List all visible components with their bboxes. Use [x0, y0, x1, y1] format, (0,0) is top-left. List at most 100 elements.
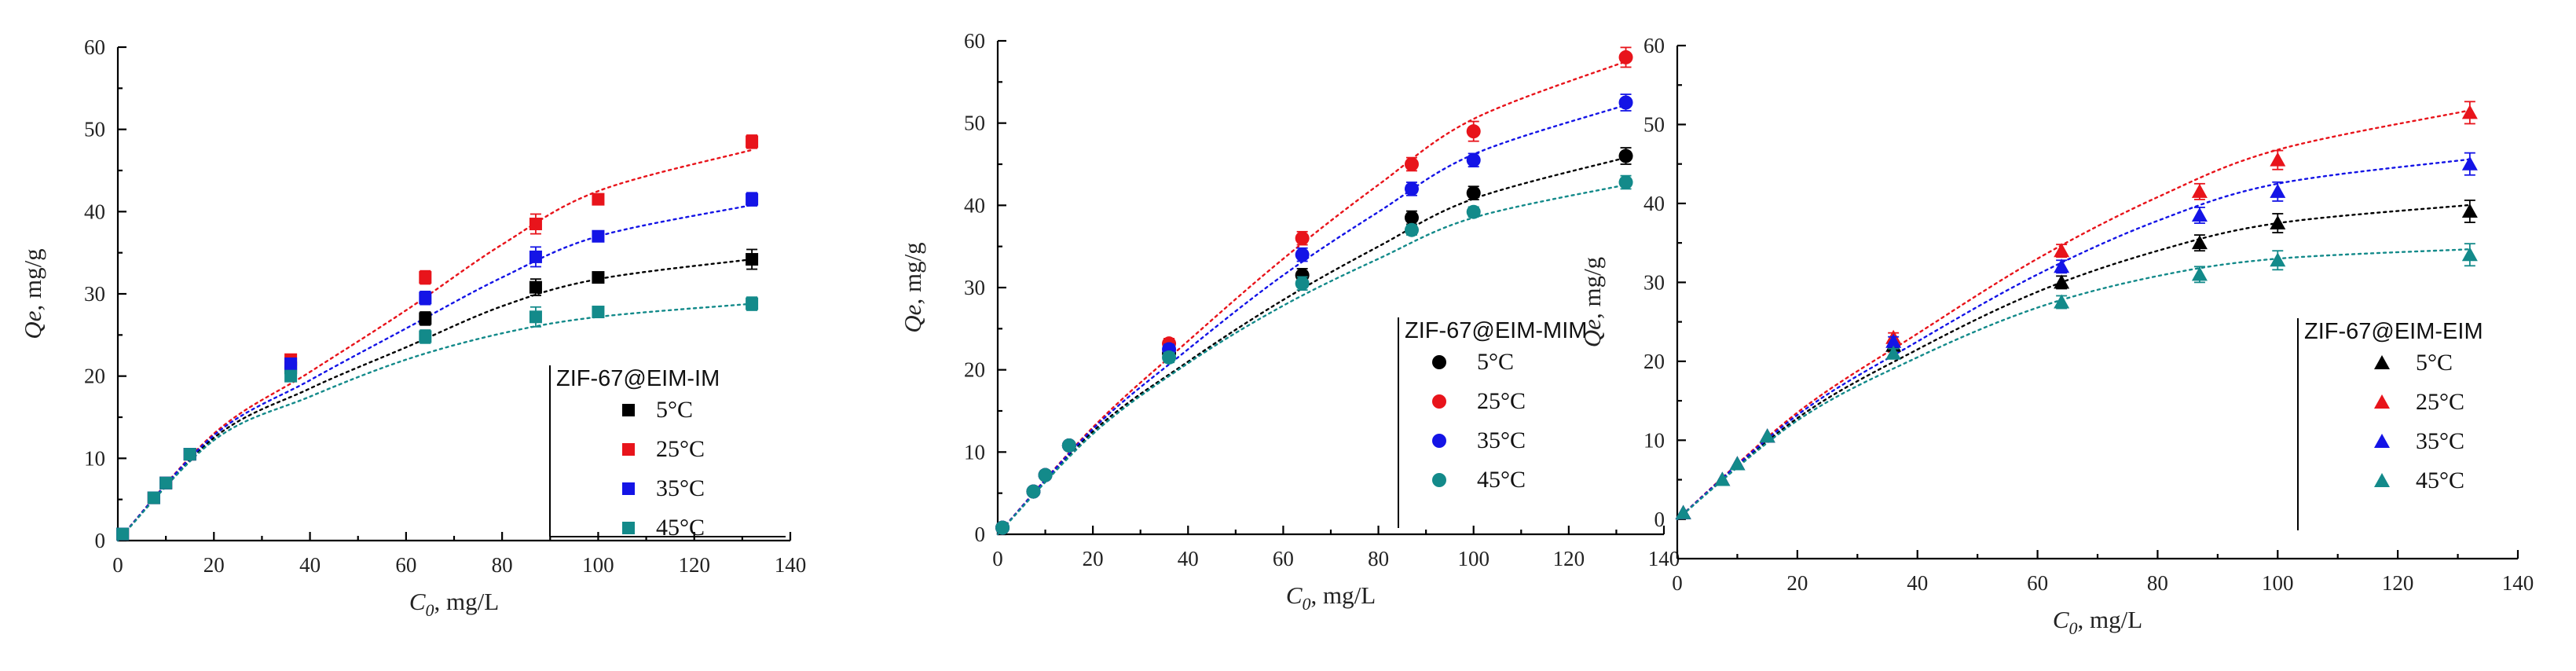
x-tick-label: 60 [2027, 571, 2048, 595]
data-point [284, 357, 298, 370]
fit-curve-4 [996, 184, 1627, 536]
x-axis-title-symbol: C [2053, 606, 2069, 633]
data-point [419, 312, 432, 325]
fit-curve-2 [996, 60, 1627, 536]
y-tick-label: 60 [1643, 34, 1665, 57]
y-axis-title-symbol: Qe [1578, 319, 1606, 347]
data-point [2270, 183, 2286, 198]
data-point [159, 476, 173, 490]
x-tick-label: 140 [775, 553, 807, 577]
data-point [2054, 243, 2070, 258]
legend-label: 25°C [656, 436, 705, 462]
x-axis-title: C0, mg/L [1286, 581, 1376, 614]
data-point [183, 448, 196, 461]
y-axis-title-symbol: Qe [899, 304, 926, 332]
series-3 [995, 94, 1633, 535]
series-4 [995, 174, 1633, 535]
x-tick-label: 60 [395, 553, 416, 577]
data-point [2054, 274, 2070, 289]
y-tick-label: 20 [1643, 350, 1665, 373]
x-tick-label: 100 [582, 553, 614, 577]
legend-marker [2374, 394, 2390, 409]
fit-curve-1 [996, 156, 1627, 536]
y-tick-label: 30 [84, 282, 105, 306]
legend-label: 25°C [2416, 389, 2464, 415]
y-tick-label: 40 [964, 193, 985, 217]
data-point [1404, 222, 1419, 237]
data-point [592, 192, 605, 206]
legend-marker [1432, 394, 1446, 409]
data-point [1466, 204, 1481, 219]
y-tick-label: 10 [1643, 428, 1665, 452]
x-tick-label: 120 [1553, 547, 1585, 570]
fit-curve-4 [1676, 248, 2472, 520]
fit-curve-2 [116, 148, 753, 542]
data-point [1618, 175, 1633, 190]
legend-marker [2374, 434, 2390, 448]
legend-marker [2374, 473, 2390, 487]
data-point [529, 250, 542, 263]
data-point [1038, 468, 1053, 482]
x-tick-label: 100 [2262, 571, 2294, 595]
x-tick-label: 0 [992, 547, 1003, 570]
data-point [116, 527, 130, 541]
data-point [1404, 182, 1419, 196]
y-tick-label: 50 [964, 112, 985, 135]
data-point [995, 520, 1010, 535]
y-tick-label: 50 [84, 118, 105, 141]
y-tick-label: 40 [84, 200, 105, 223]
data-point [1885, 333, 1902, 348]
legend-marker [1432, 473, 1446, 487]
legend-marker [2374, 355, 2390, 369]
data-point [2054, 294, 2070, 309]
legend-marker [622, 404, 635, 416]
legend-title: ZIF-67@EIM-IM [556, 366, 720, 391]
data-point [1162, 350, 1177, 365]
y-tick-label: 0 [975, 522, 986, 546]
legend-title: ZIF-67@EIM-MIM [1405, 318, 1587, 343]
data-point [1466, 124, 1481, 139]
legend-marker [1432, 355, 1446, 369]
fit-curve-3 [1676, 158, 2472, 520]
x-tick-label: 140 [1648, 547, 1680, 570]
data-point [1618, 50, 1633, 64]
legend: ZIF-67@EIM-EIM 5°C 25°C 35°C 45°C [2297, 318, 2483, 530]
legend-label: 35°C [1477, 427, 1526, 453]
x-axis-title-symbol: C [1286, 581, 1303, 609]
x-tick-label: 80 [492, 553, 513, 577]
data-point [2270, 215, 2286, 230]
data-point [2461, 203, 2478, 218]
x-tick-label: 40 [299, 553, 321, 577]
x-axis-title-subscript: 0 [426, 600, 434, 620]
data-point [419, 292, 432, 305]
data-point [419, 330, 432, 343]
data-point [1618, 148, 1633, 163]
y-axis-title-unit: , mg/g [899, 242, 926, 304]
data-point [2270, 152, 2286, 167]
legend-marker [1432, 434, 1446, 448]
data-point [746, 135, 759, 148]
data-point [2461, 247, 2478, 262]
legend-marker [622, 443, 635, 456]
x-tick-label: 140 [2502, 571, 2534, 595]
series-2 [1675, 101, 2478, 519]
data-point [592, 306, 605, 319]
y-tick-label: 0 [95, 529, 106, 552]
y-tick-label: 60 [84, 35, 105, 59]
x-axis-title-symbol: C [409, 588, 426, 615]
legend-label: 45°C [1477, 467, 1526, 493]
legend-title: ZIF-67@EIM-EIM [2304, 319, 2483, 344]
x-tick-label: 20 [1786, 571, 1808, 595]
legend-marker [622, 482, 635, 495]
x-tick-label: 120 [2382, 571, 2414, 595]
data-point [147, 491, 160, 504]
y-axis-title-unit: , mg/g [1578, 257, 1606, 319]
legend-label: 25°C [1477, 388, 1526, 414]
y-tick-label: 10 [84, 446, 105, 470]
data-point [1295, 276, 1310, 291]
y-axis-title-unit: , mg/g [19, 248, 46, 310]
data-point [1404, 211, 1419, 226]
x-tick-label: 40 [1178, 547, 1199, 570]
legend-label: 5°C [1477, 349, 1514, 375]
